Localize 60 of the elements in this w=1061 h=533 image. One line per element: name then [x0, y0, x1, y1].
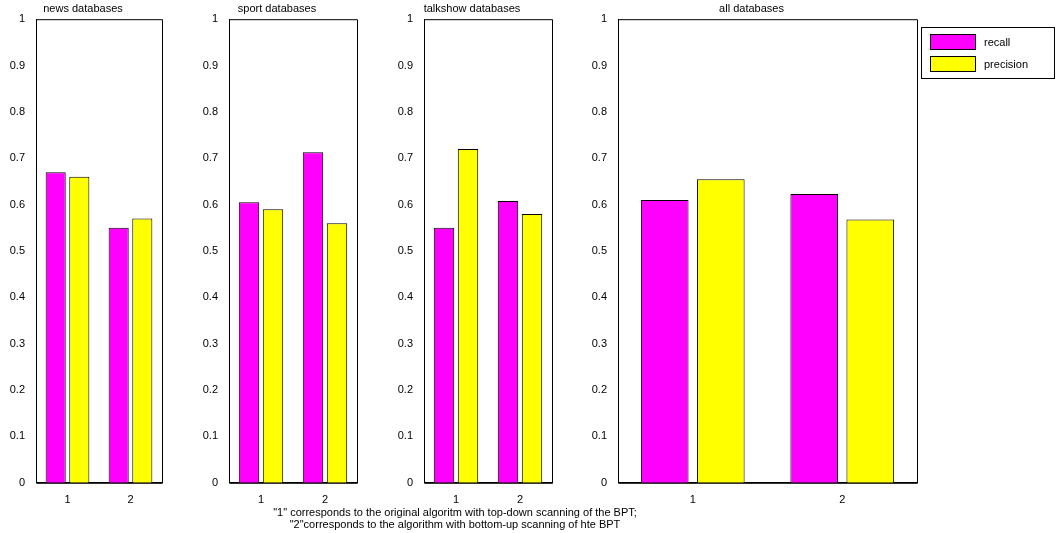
y-tick-label: 0.2: [202, 383, 218, 396]
text: "2"corresponds to the algorithm with bottom-up scanning of hte BPT: [288, 518, 622, 530]
x-tick-label: 1: [257, 493, 265, 506]
y-tick-label: 0.6: [9, 197, 25, 210]
y-tick-label: 0.5: [202, 244, 218, 257]
y-tick-label: 0: [600, 475, 607, 488]
y-tick-label: 0.8: [397, 104, 413, 117]
x-tick-label: 1: [689, 493, 696, 506]
y-tick-label: 0.3: [591, 336, 607, 349]
y-tick-label: 0: [406, 475, 413, 488]
y-tick-label: 0.7: [202, 151, 218, 164]
y-tick-label: 0.7: [9, 151, 25, 164]
legend-label: precision: [984, 58, 1029, 70]
y-tick-label: 0.2: [591, 383, 607, 396]
y-tick-label: 0: [18, 475, 25, 488]
x-tick-label: 2: [839, 493, 846, 506]
y-tick-label: 1: [211, 12, 218, 25]
y-tick-label: 0.1: [202, 429, 218, 442]
y-tick-label: 0.6: [397, 197, 413, 210]
y-tick-label: 0.9: [397, 58, 413, 71]
y-tick-label: 0.3: [397, 336, 413, 349]
y-tick-label: 0.2: [397, 383, 413, 396]
y-tick-label: 0.1: [591, 429, 607, 442]
y-tick-label: 0.7: [397, 151, 413, 164]
y-tick-label: 0.3: [202, 336, 218, 349]
chart-title: sport databases: [237, 1, 317, 14]
y-tick-label: 0.8: [591, 104, 607, 117]
y-tick-label: 0.8: [202, 104, 218, 117]
y-tick-label: 0.3: [9, 336, 25, 349]
y-tick-label: 0.6: [591, 197, 607, 210]
x-tick-label: 2: [516, 493, 524, 506]
text: "1" corresponds to the original algoritm with top-down scanning of the BPT;: [272, 506, 638, 518]
chart-title: news databases: [43, 1, 124, 14]
y-tick-label: 0.5: [9, 244, 25, 257]
x-tick-label: 2: [321, 493, 329, 506]
x-tick-label: 1: [452, 493, 460, 506]
y-tick-label: 0.2: [9, 383, 25, 396]
y-tick-label: 0.5: [397, 244, 413, 257]
y-tick-label: 0.9: [202, 58, 218, 71]
y-tick-label: 0.5: [591, 244, 607, 257]
y-tick-label: 0.4: [9, 290, 25, 303]
x-tick-label: 2: [127, 493, 134, 506]
y-tick-label: 0.1: [9, 429, 25, 442]
y-tick-label: 0.4: [202, 290, 218, 303]
y-tick-label: 0.4: [397, 290, 413, 303]
x-tick-label: 1: [64, 493, 71, 506]
y-tick-label: 0.1: [397, 429, 413, 442]
y-tick-label: 1: [600, 12, 607, 25]
y-tick-label: 1: [18, 12, 25, 25]
chart-title: talkshow databases: [423, 1, 521, 14]
y-tick-label: 1: [406, 12, 413, 25]
y-tick-label: 0.7: [591, 151, 607, 164]
y-tick-label: 0.9: [591, 58, 607, 71]
y-tick-label: 0.8: [9, 104, 25, 117]
y-tick-label: 0.4: [591, 290, 607, 303]
chart-title: all databases: [719, 1, 785, 14]
legend-label: recall: [984, 36, 1011, 48]
y-tick-label: 0.6: [202, 197, 218, 210]
y-tick-label: 0.9: [9, 58, 25, 71]
y-tick-label: 0: [211, 475, 218, 488]
